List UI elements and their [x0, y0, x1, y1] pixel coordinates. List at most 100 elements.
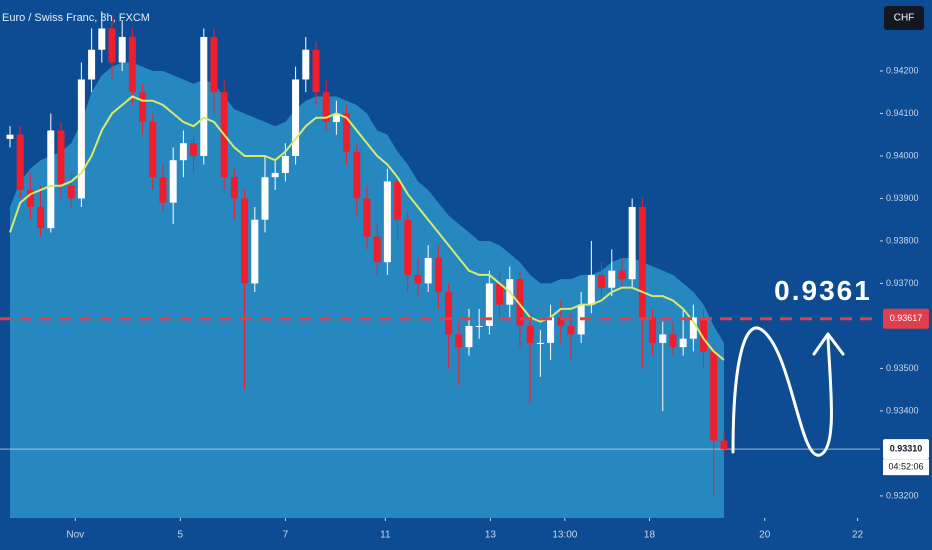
x-tick-label: 13 [485, 530, 497, 541]
last-price-tag [883, 439, 929, 460]
band-area [9, 62, 724, 519]
candle-body [343, 113, 351, 152]
x-tick-label: 11 [380, 530, 391, 541]
candle-body [118, 36, 126, 63]
candle-body [77, 79, 85, 199]
candle-body [16, 134, 24, 190]
candle-body [496, 283, 504, 305]
candle-body [241, 198, 249, 284]
candle-body [169, 160, 177, 203]
candle-body [98, 28, 106, 50]
candle-body [394, 181, 402, 220]
x-tick-label: 18 [644, 530, 656, 541]
last-price-label: 0.93310 [890, 444, 923, 454]
candle-body [434, 257, 442, 292]
level-annotation: 0.9361 [774, 275, 872, 306]
candle-body [108, 28, 116, 63]
candle-body [6, 134, 14, 139]
candle-body [312, 49, 320, 93]
candle-body [57, 130, 65, 186]
y-tick-label: 0.93800 [886, 235, 919, 245]
candle-body [332, 113, 340, 122]
forecast-arrowhead [812, 332, 845, 356]
candle-body [230, 177, 238, 199]
candle-body [445, 291, 453, 335]
x-tick-label: 13:00 [552, 530, 577, 541]
x-tick-label: Nov [66, 530, 84, 541]
y-tick-label: 0.93700 [886, 278, 919, 288]
candle-body [128, 36, 136, 93]
candle-body [47, 130, 55, 229]
candle-body [322, 92, 330, 122]
candle-body [700, 317, 708, 352]
candle-body [281, 155, 289, 173]
candle-body [567, 325, 575, 335]
candle-body [210, 36, 218, 93]
level-tag [883, 308, 929, 329]
candle-body [659, 334, 667, 343]
candle-body [159, 177, 167, 203]
candle-body [424, 257, 432, 284]
x-tick-label: 20 [759, 530, 771, 541]
y-tick-label: 0.93500 [886, 363, 919, 373]
chart-title: Euro / Swiss Franc, 3h, FXCM [2, 12, 150, 24]
plot [0, 11, 883, 521]
currency-button-label[interactable]: CHF [894, 13, 915, 24]
candle-body [373, 236, 381, 263]
candle-body [536, 342, 544, 344]
candle-body [455, 334, 463, 348]
candle-body [139, 92, 147, 122]
candle-body [618, 270, 626, 280]
level-tag-label: 0.93617 [890, 313, 923, 323]
candle-body [67, 185, 75, 199]
candle-body [26, 189, 34, 207]
candle-body [149, 121, 157, 178]
candle-body [302, 49, 310, 80]
candle-body [261, 177, 269, 220]
y-tick-label: 0.94000 [886, 150, 919, 160]
candle-body [516, 279, 524, 326]
candle-body [526, 325, 534, 343]
candle-body [179, 143, 187, 161]
candle-body [649, 317, 657, 343]
currency-button[interactable] [884, 6, 924, 30]
candle-body [720, 440, 728, 450]
candle-body [363, 198, 371, 237]
forecast-arrow [731, 326, 833, 457]
ema-line [9, 95, 725, 361]
candle-body [485, 283, 493, 326]
candle-body [710, 351, 718, 441]
y-tick-label: 0.93200 [886, 490, 919, 500]
candle-body [587, 274, 595, 305]
y-tick-label: 0.93400 [886, 405, 919, 415]
candle-body [608, 270, 616, 288]
y-tick-label: 0.94200 [886, 65, 919, 75]
candle-body [598, 274, 606, 288]
x-tick-label: 22 [852, 530, 864, 541]
candle-body [557, 317, 565, 326]
candle-body [383, 181, 391, 263]
candle-body [547, 317, 555, 343]
y-tick-label: 0.94100 [886, 108, 919, 118]
candle-body [190, 143, 198, 156]
candle-body [465, 325, 473, 348]
candle-body [669, 334, 677, 348]
y-tick-label: 0.93900 [886, 193, 919, 203]
candle-body [271, 172, 279, 178]
candle-body [200, 36, 208, 156]
candle-body [292, 79, 300, 156]
candle-body [689, 317, 697, 339]
candle-body [414, 274, 422, 284]
candle-body [679, 338, 687, 348]
candle-body [628, 206, 636, 280]
countdown-label: 04:52:06 [888, 462, 923, 472]
candle-body [404, 219, 412, 275]
candle-body [88, 49, 96, 80]
candle-body [638, 206, 646, 318]
candle-body [37, 206, 45, 229]
x-tick-label: 5 [178, 530, 184, 541]
countdown-tag [883, 459, 929, 476]
candle-body [353, 151, 361, 199]
